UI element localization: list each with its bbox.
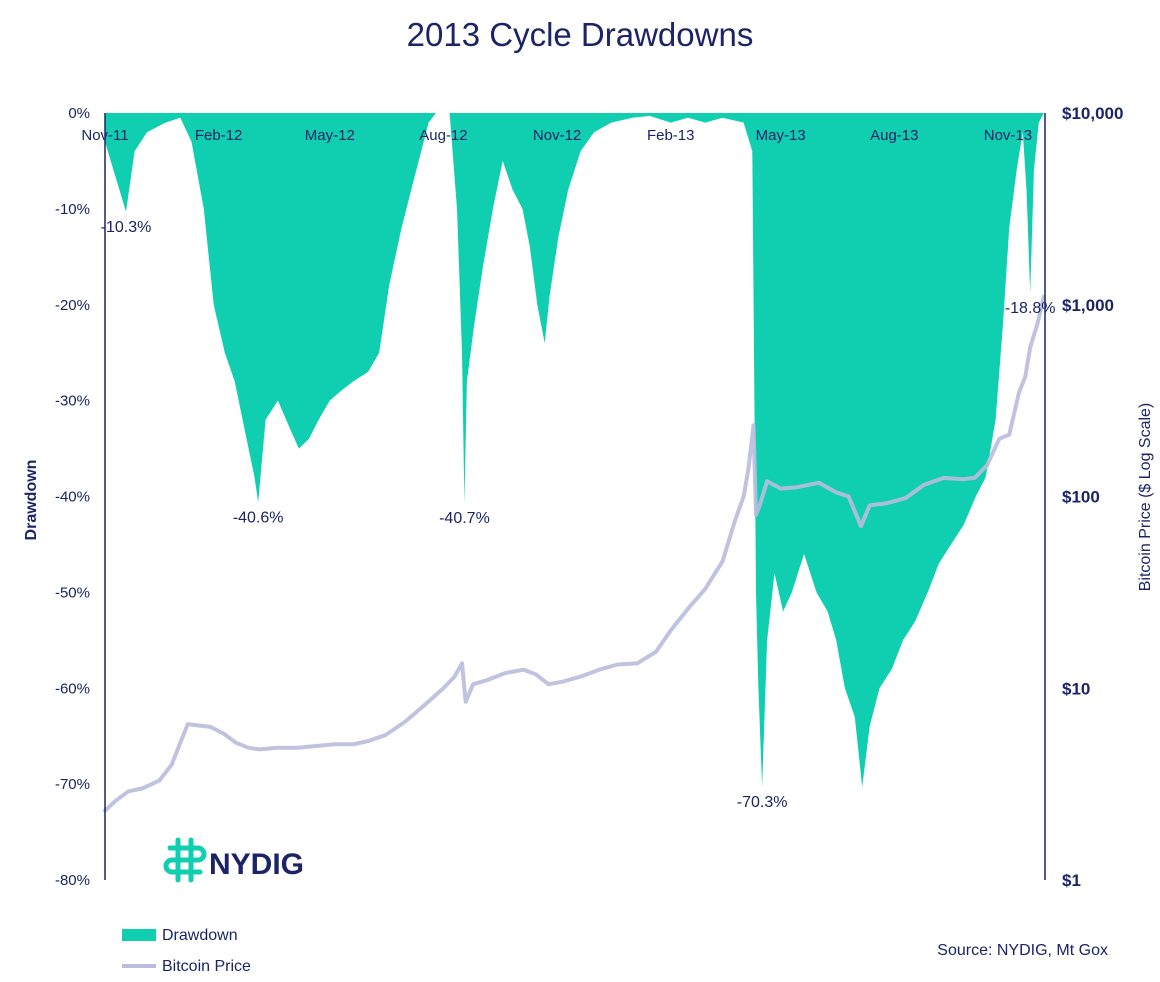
drawdown-annotation: -40.7% <box>439 510 490 527</box>
drawdown-area-layer <box>105 113 1044 787</box>
legend-swatch-drawdown <box>122 929 156 941</box>
legend-label-drawdown: Drawdown <box>162 927 238 944</box>
annotation-labels: -10.3% -40.6% -40.7% -70.3% -18.8% <box>101 219 1056 811</box>
y2-tick-label: $100 <box>1062 488 1100 507</box>
left-tick-labels: 0% -10% -20% -30% -40% -50% -60% -70% -80% <box>55 105 90 889</box>
y2-tick-label: $1 <box>1062 871 1081 890</box>
legend-label-bitcoin-price: Bitcoin Price <box>162 958 251 975</box>
x-tick-label: May-12 <box>305 127 355 144</box>
nydig-logo: NYDIG <box>163 837 304 883</box>
bitcoin-price-line <box>103 294 1046 813</box>
y-tick-label: 0% <box>68 105 90 122</box>
y-tick-label: -70% <box>55 776 90 793</box>
x-tick-label: Nov-11 <box>81 127 128 144</box>
drawdown-area <box>105 113 1044 787</box>
right-tick-labels: $10,000 $1,000 $100 $10 $1 <box>1062 104 1123 890</box>
y-tick-label: -60% <box>55 680 90 697</box>
y2-tick-label: $10,000 <box>1062 104 1123 123</box>
y-tick-label: -80% <box>55 872 90 889</box>
legend-item-drawdown: Drawdown <box>122 927 238 944</box>
source-note: Source: NYDIG, Mt Gox <box>937 942 1108 959</box>
x-tick-label: Aug-13 <box>870 127 918 144</box>
y-tick-label: -40% <box>55 489 90 506</box>
y2-axis-label: Bitcoin Price ($ Log Scale) <box>1137 403 1154 592</box>
y-axis-label: Drawdown <box>23 460 40 541</box>
x-tick-labels: Nov-11 Feb-12 May-12 Aug-12 Nov-12 Feb-13 May-… <box>81 127 1032 144</box>
y-tick-label: -10% <box>55 201 90 218</box>
drawdown-annotation: -10.3% <box>101 219 152 236</box>
chart-title: 2013 Cycle Drawdowns <box>407 16 754 53</box>
x-tick-label: Feb-12 <box>195 127 243 144</box>
nydig-logo-text: NYDIG <box>209 848 304 881</box>
nydig-logo-icon <box>163 837 207 883</box>
y-tick-label: -50% <box>55 584 90 601</box>
x-tick-label: May-13 <box>756 127 806 144</box>
y2-tick-label: $1,000 <box>1062 296 1114 315</box>
price-line-layer <box>103 294 1046 813</box>
drawdown-annotation: -18.8% <box>1005 300 1056 317</box>
x-tick-label: Nov-12 <box>533 127 581 144</box>
y2-tick-label: $10 <box>1062 679 1090 698</box>
legend: Drawdown Bitcoin Price <box>122 927 251 975</box>
y-tick-label: -30% <box>55 393 90 410</box>
drawdown-annotation: -70.3% <box>737 794 788 811</box>
x-tick-label: Nov-13 <box>984 127 1032 144</box>
x-tick-label: Aug-12 <box>419 127 467 144</box>
drawdown-annotation: -40.6% <box>233 509 284 526</box>
x-tick-label: Feb-13 <box>647 127 695 144</box>
y-tick-label: -20% <box>55 297 90 314</box>
legend-item-bitcoin-price: Bitcoin Price <box>122 958 251 975</box>
